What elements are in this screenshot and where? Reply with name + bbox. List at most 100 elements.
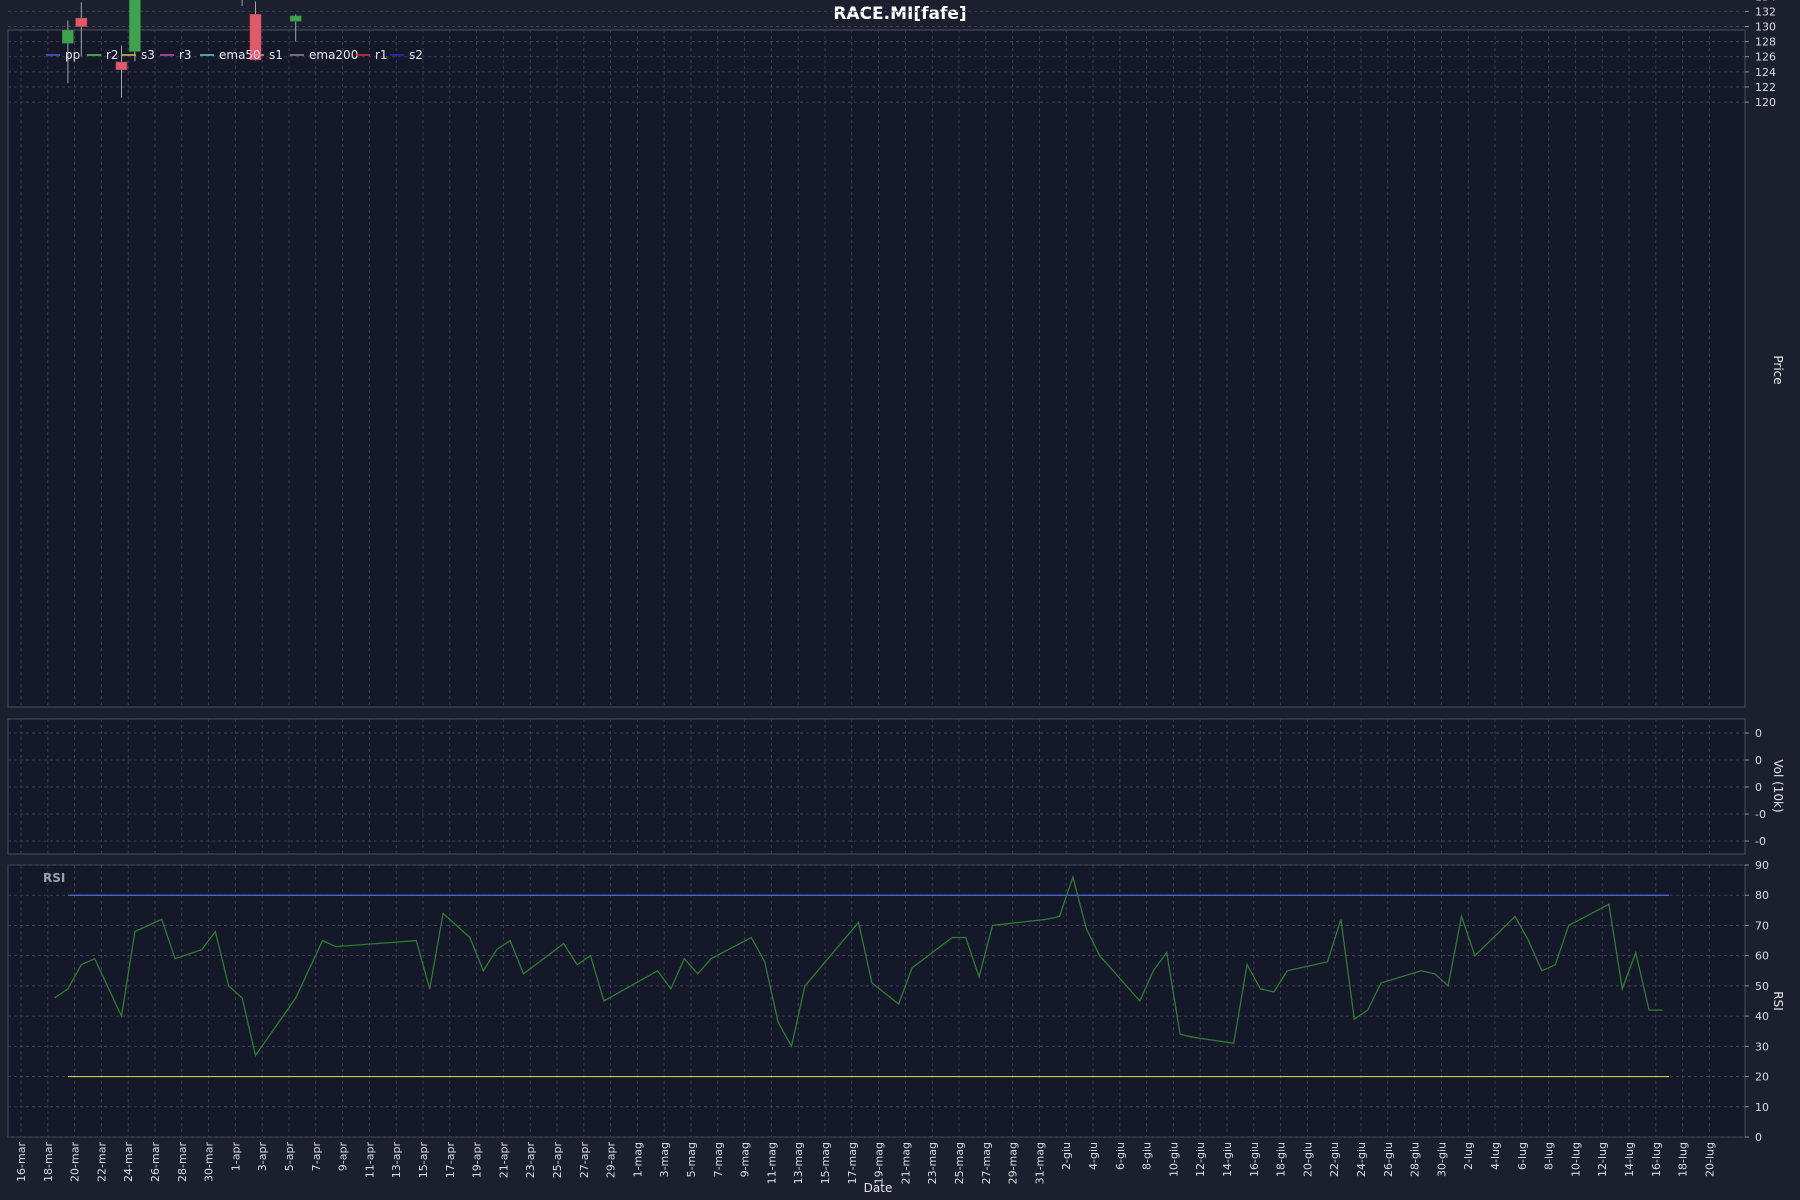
price-legend: pp r2 s3 r3 ema50 s1 ema200 r1 s2 xyxy=(46,48,423,62)
y-tick-label: 130 xyxy=(1755,21,1776,34)
price-axis-label: Price xyxy=(1771,355,1785,384)
legend-entry: r3 xyxy=(179,48,192,62)
x-tick-label: 18-lug xyxy=(1677,1142,1690,1177)
y-tick-label: 20 xyxy=(1755,1071,1769,1084)
x-tick-label: 13-apr xyxy=(390,1142,403,1179)
candle-body xyxy=(289,15,302,22)
x-tick-label: 30-mar xyxy=(203,1142,216,1182)
x-tick-label: 10-lug xyxy=(1569,1142,1582,1177)
x-tick-label: 14-lug xyxy=(1623,1142,1636,1177)
x-tick-label: 26-giu xyxy=(1382,1142,1395,1177)
y-tick-label: 80 xyxy=(1755,889,1769,902)
x-tick-label: 20-mar xyxy=(69,1142,82,1182)
x-tick-label: 1-apr xyxy=(229,1142,242,1172)
x-tick-label: 12-lug xyxy=(1596,1142,1609,1177)
y-tick-label: 50 xyxy=(1755,980,1769,993)
volume-panel: 0 0 0 -0 -0 Vol (10k) xyxy=(7,718,1785,855)
x-tick-label: 5-mag xyxy=(685,1142,698,1177)
legend-entry: pp xyxy=(65,48,80,62)
candle-body xyxy=(75,17,88,27)
candles xyxy=(62,0,302,98)
price-y-ticks: 1201221241261281301321341361381401421441… xyxy=(1745,0,1776,109)
rsi-panel-label: RSI xyxy=(43,871,65,885)
x-tick-label: 11-apr xyxy=(363,1142,376,1179)
x-tick-label: 3-apr xyxy=(256,1142,269,1172)
x-tick-label: 8-lug xyxy=(1543,1142,1556,1170)
y-tick-label: 128 xyxy=(1755,36,1776,49)
candle-body xyxy=(249,14,262,61)
x-tick-label: 25-mag xyxy=(953,1142,966,1184)
x-tick-label: 27-apr xyxy=(578,1142,591,1179)
x-tick-label: 6-giu xyxy=(1114,1142,1127,1170)
x-tick-label: 5-apr xyxy=(283,1142,296,1172)
x-tick-label: 24-giu xyxy=(1355,1142,1368,1177)
x-tick-label: 4-giu xyxy=(1087,1142,1100,1170)
y-tick-label: 120 xyxy=(1755,96,1776,109)
x-tick-label: 25-apr xyxy=(551,1142,564,1179)
x-tick-label: 21-mag xyxy=(899,1142,912,1184)
x-tick-label: 1-mag xyxy=(631,1142,644,1177)
x-tick-label: 15-apr xyxy=(417,1142,430,1179)
legend-entry: r2 xyxy=(106,48,119,62)
x-tick-label: 30-giu xyxy=(1435,1142,1448,1177)
x-tick-label: 13-mag xyxy=(792,1142,805,1184)
x-tick-label: 10-giu xyxy=(1167,1142,1180,1177)
legend-entry: s3 xyxy=(141,48,155,62)
x-tick-label: 2-lug xyxy=(1462,1142,1475,1170)
rsi-panel: 0 10 20 30 40 50 60 70 80 90 RSI RSI xyxy=(7,859,1785,1144)
x-tick-label: 31-mag xyxy=(1033,1142,1046,1184)
x-tick-label: 2-giu xyxy=(1060,1142,1073,1170)
candle-body xyxy=(129,0,141,52)
candle-body xyxy=(62,29,74,44)
x-tick-label: 20-giu xyxy=(1301,1142,1314,1177)
y-tick-label: 90 xyxy=(1755,859,1769,872)
y-tick-label: 30 xyxy=(1755,1040,1769,1053)
legend-entry: ema50 xyxy=(219,48,261,62)
y-tick-label: -0 xyxy=(1755,835,1766,848)
x-tick-label: 17-apr xyxy=(444,1142,457,1179)
x-tick-label: 26-mar xyxy=(149,1142,162,1182)
y-tick-label: 126 xyxy=(1755,51,1776,64)
y-tick-label: 122 xyxy=(1755,81,1776,94)
y-tick-label: 60 xyxy=(1755,950,1769,963)
x-tick-label: 16-lug xyxy=(1650,1142,1663,1177)
y-tick-label: 70 xyxy=(1755,919,1769,932)
legend-entry: ema200 xyxy=(309,48,358,62)
x-tick-label: 14-giu xyxy=(1221,1142,1234,1177)
x-tick-label: 22-mar xyxy=(95,1142,108,1182)
x-tick-label: 21-apr xyxy=(497,1142,510,1179)
x-tick-label: 6-lug xyxy=(1516,1142,1529,1170)
x-tick-label: 9-mag xyxy=(739,1142,752,1177)
x-tick-label: 11-mag xyxy=(765,1142,778,1184)
x-tick-label: 18-giu xyxy=(1275,1142,1288,1177)
candle-body xyxy=(115,61,128,70)
legend-entry: r1 xyxy=(375,48,388,62)
x-tick-label: 18-mar xyxy=(42,1142,55,1182)
x-tick-label: 16-mar xyxy=(15,1142,28,1182)
y-tick-label: 134 xyxy=(1755,0,1776,3)
x-tick-label: 15-mag xyxy=(819,1142,832,1184)
x-tick-label: 22-giu xyxy=(1328,1142,1341,1177)
x-tick-label: 23-mag xyxy=(926,1142,939,1184)
x-tick-label: 4-lug xyxy=(1489,1142,1502,1170)
x-tick-label: 20-lug xyxy=(1703,1142,1716,1177)
y-tick-label: 0 xyxy=(1755,727,1762,740)
x-tick-label: 19-mag xyxy=(873,1142,886,1184)
volume-grid xyxy=(8,719,1745,854)
y-tick-label: 0 xyxy=(1755,1131,1762,1144)
x-tick-label: 7-mag xyxy=(712,1142,725,1177)
x-tick-label: 28-giu xyxy=(1409,1142,1422,1177)
y-tick-label: 0 xyxy=(1755,754,1762,767)
y-tick-label: 124 xyxy=(1755,66,1776,79)
rsi-series xyxy=(54,874,1663,1057)
x-tick-label: 23-apr xyxy=(524,1142,537,1179)
y-tick-label: 10 xyxy=(1755,1101,1769,1114)
legend-entry: s1 xyxy=(269,48,283,62)
x-tick-label: 27-mag xyxy=(980,1142,993,1184)
x-tick-label: 29-apr xyxy=(605,1142,618,1179)
x-tick-label: 8-giu xyxy=(1141,1142,1154,1170)
x-axis-label: Date xyxy=(864,1181,893,1195)
x-tick-label: 7-apr xyxy=(310,1142,323,1172)
chart-title: RACE.MI[fafe] xyxy=(833,4,966,24)
